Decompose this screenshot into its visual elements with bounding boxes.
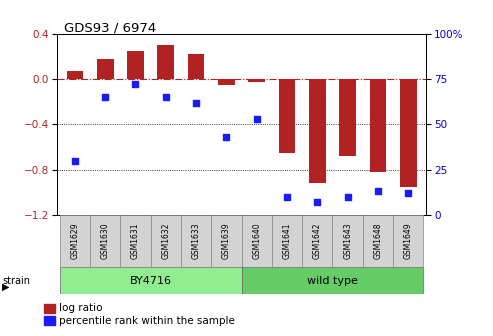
Bar [97, 58, 113, 79]
FancyBboxPatch shape [60, 267, 242, 294]
Text: GSM1648: GSM1648 [374, 223, 383, 259]
Bar [157, 45, 174, 79]
FancyBboxPatch shape [272, 215, 302, 267]
FancyBboxPatch shape [393, 215, 423, 267]
Text: strain: strain [2, 276, 31, 286]
Bar [44, 316, 55, 325]
Text: GSM1631: GSM1631 [131, 223, 140, 259]
Text: GSM1639: GSM1639 [222, 223, 231, 259]
Text: GSM1641: GSM1641 [282, 223, 291, 259]
FancyBboxPatch shape [181, 215, 211, 267]
Text: GSM1643: GSM1643 [343, 223, 352, 259]
Point [404, 191, 412, 196]
Text: BY4716: BY4716 [130, 276, 172, 286]
Text: GSM1629: GSM1629 [70, 223, 79, 259]
Bar [339, 79, 356, 156]
FancyBboxPatch shape [363, 215, 393, 267]
Bar [279, 79, 295, 153]
Point [132, 82, 140, 87]
Text: GSM1632: GSM1632 [161, 223, 170, 259]
Point [344, 194, 352, 200]
Bar [248, 79, 265, 82]
Bar [127, 51, 144, 79]
Text: wild type: wild type [307, 276, 358, 286]
Bar [44, 304, 55, 313]
Bar [400, 79, 417, 187]
Text: ▶: ▶ [2, 281, 10, 291]
Point [162, 94, 170, 100]
Bar [188, 54, 205, 79]
Point [101, 94, 109, 100]
Text: GSM1640: GSM1640 [252, 223, 261, 259]
Text: percentile rank within the sample: percentile rank within the sample [59, 316, 235, 326]
FancyBboxPatch shape [90, 215, 120, 267]
Point [192, 100, 200, 105]
FancyBboxPatch shape [332, 215, 363, 267]
Bar [370, 79, 387, 172]
FancyBboxPatch shape [151, 215, 181, 267]
Point [71, 158, 79, 163]
Point [283, 194, 291, 200]
Text: GSM1649: GSM1649 [404, 223, 413, 259]
Point [374, 189, 382, 194]
FancyBboxPatch shape [211, 215, 242, 267]
Bar [309, 79, 326, 183]
Text: GDS93 / 6974: GDS93 / 6974 [64, 22, 156, 35]
Bar [218, 79, 235, 85]
Text: GSM1642: GSM1642 [313, 223, 322, 259]
Point [253, 116, 261, 122]
FancyBboxPatch shape [120, 215, 151, 267]
Bar [67, 71, 83, 79]
Point [314, 200, 321, 205]
FancyBboxPatch shape [242, 215, 272, 267]
FancyBboxPatch shape [242, 267, 423, 294]
Text: GSM1633: GSM1633 [192, 223, 201, 259]
Text: GSM1630: GSM1630 [101, 223, 109, 259]
Point [222, 134, 230, 140]
FancyBboxPatch shape [302, 215, 332, 267]
FancyBboxPatch shape [60, 215, 90, 267]
Text: log ratio: log ratio [59, 303, 103, 313]
